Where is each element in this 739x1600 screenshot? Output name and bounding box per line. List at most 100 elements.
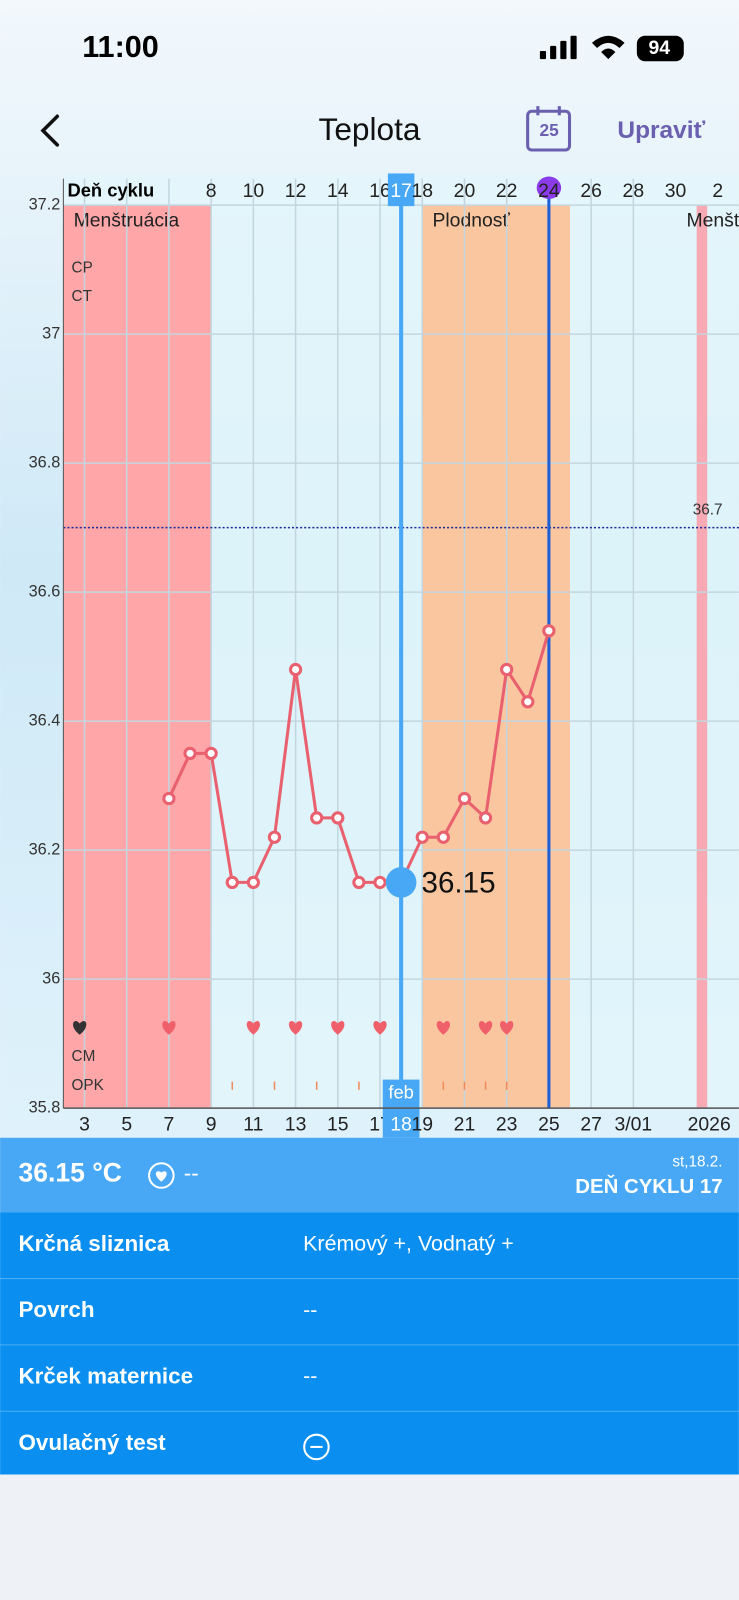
- x-cycle-label: 30: [665, 180, 687, 202]
- footer-bg: [0, 1474, 739, 1600]
- x-date-label: 3/01: [614, 1114, 652, 1136]
- x-cycle-label: 16: [369, 180, 391, 202]
- edit-button[interactable]: Upraviť: [617, 117, 705, 144]
- x-date-label: 27: [580, 1114, 602, 1136]
- x-date-label: 15: [327, 1114, 349, 1136]
- intercourse-heart: [478, 1021, 493, 1035]
- x-axis-label: Deň cyklu: [67, 180, 154, 201]
- y-tick-label: 36.8: [29, 453, 61, 471]
- selected-point: [385, 867, 417, 898]
- y-tick-label: 36.2: [29, 840, 61, 858]
- x-cycle-label: 2: [712, 180, 723, 202]
- data-point: [331, 811, 345, 825]
- x-date-label: 21: [454, 1114, 476, 1136]
- test-status-icon: [303, 1433, 330, 1461]
- x-date-label: 18: [390, 1114, 412, 1136]
- summary-cycle-day: DEŇ CYKLU 17: [575, 1174, 722, 1198]
- y-tick-label: 36: [42, 969, 60, 987]
- intercourse-heart: [331, 1021, 345, 1035]
- battery-icon: [636, 35, 684, 62]
- detail-label: Povrch: [18, 1297, 94, 1322]
- phase-band: [696, 205, 708, 1109]
- data-point: [457, 791, 472, 806]
- x-date-label: 13: [285, 1114, 307, 1136]
- wifi-icon: [591, 35, 625, 60]
- row-label: CM: [72, 1048, 96, 1065]
- phase-label: Plodnosť: [432, 210, 510, 232]
- x-cycle-label: 28: [623, 180, 645, 202]
- y-tick-label: 36.6: [29, 582, 61, 600]
- details-panel: [0, 1212, 739, 1475]
- data-point: [352, 875, 366, 890]
- year-label: 2026: [688, 1114, 731, 1136]
- row-label: OPK: [72, 1077, 105, 1094]
- row-label: CT: [72, 288, 92, 305]
- phase-band: [422, 205, 571, 1109]
- y-tick-label: 36.4: [29, 711, 61, 729]
- detail-label: Krček maternice: [18, 1363, 193, 1388]
- data-point: [225, 875, 239, 890]
- data-point: [542, 624, 556, 638]
- phase-bands: MenštruáciaPlodnosťMenštruácia: [63, 205, 739, 1109]
- battery-level: 94: [649, 37, 671, 59]
- ovulation-marker: [536, 176, 562, 199]
- x-cycle-label: 22: [496, 180, 518, 202]
- data-point: [288, 662, 303, 677]
- detail-value: Krémový +, Vodnatý +: [303, 1232, 514, 1256]
- details-list: Krčná sliznica Krémový +, Vodnatý + Povrch…: [0, 1231, 739, 1461]
- detail-value: --: [303, 1364, 317, 1388]
- x-cycle-label: 26: [580, 180, 602, 202]
- screen-title: Teplota: [319, 111, 421, 147]
- intercourse-heart: [373, 1021, 387, 1035]
- data-point: [246, 875, 260, 890]
- data-point: [310, 811, 324, 825]
- y-tick-label: 37: [42, 324, 60, 342]
- x-cycle-label: 18: [411, 180, 433, 202]
- intercourse-heart: [500, 1021, 514, 1035]
- y-tick-label: 37.2: [29, 195, 61, 213]
- phase-label: Menštruácia: [686, 210, 739, 232]
- back-button[interactable]: [40, 114, 60, 147]
- x-cycle-label: 14: [327, 180, 349, 202]
- x-date-label: 3: [79, 1114, 90, 1136]
- y-tick-label: 35.8: [29, 1098, 61, 1116]
- marks: 36.7 36.15: [63, 176, 739, 1109]
- selected-day-box: [387, 173, 415, 207]
- data-point: [415, 830, 429, 844]
- data-point: [183, 746, 197, 761]
- summary-date: st,18.2.: [672, 1153, 722, 1170]
- x-cycle-label: 20: [454, 180, 476, 202]
- intercourse-heart: [246, 1021, 261, 1035]
- calendar-button[interactable]: 25: [526, 106, 572, 152]
- data-point: [500, 662, 514, 677]
- data-point: [478, 811, 493, 825]
- detail-label: Ovulačný test: [18, 1430, 166, 1455]
- data-point: [521, 695, 535, 709]
- x-cycle-label: 24: [538, 180, 560, 202]
- summary-temperature: 36.15 °C: [18, 1158, 121, 1188]
- heart-status-icon: [148, 1162, 175, 1189]
- x-date-label: 19: [411, 1114, 433, 1136]
- signal-icon: [539, 35, 577, 60]
- detail-label: Krčná sliznica: [18, 1231, 169, 1256]
- data-point: [267, 830, 282, 844]
- x-date-label: 11: [243, 1114, 263, 1136]
- intercourse-heart: [162, 1021, 176, 1035]
- data-point: [436, 830, 450, 844]
- month-label: feb: [388, 1082, 414, 1103]
- x-date-label: 25: [538, 1114, 560, 1136]
- intercourse-legend-icon: [73, 1021, 87, 1035]
- intercourse-heart: [288, 1021, 303, 1035]
- row-label: CP: [72, 259, 93, 276]
- x-cycle-label: 10: [243, 180, 265, 202]
- x-cycle-label: 17: [390, 180, 412, 202]
- data-point: [204, 746, 218, 761]
- summary-bar: [0, 1137, 739, 1213]
- intercourse-heart: [436, 1021, 450, 1035]
- x-cycle-label: 8: [206, 180, 217, 202]
- data-point: [162, 791, 176, 806]
- x-date-label: 7: [164, 1114, 175, 1136]
- x-date-label: 23: [496, 1114, 518, 1136]
